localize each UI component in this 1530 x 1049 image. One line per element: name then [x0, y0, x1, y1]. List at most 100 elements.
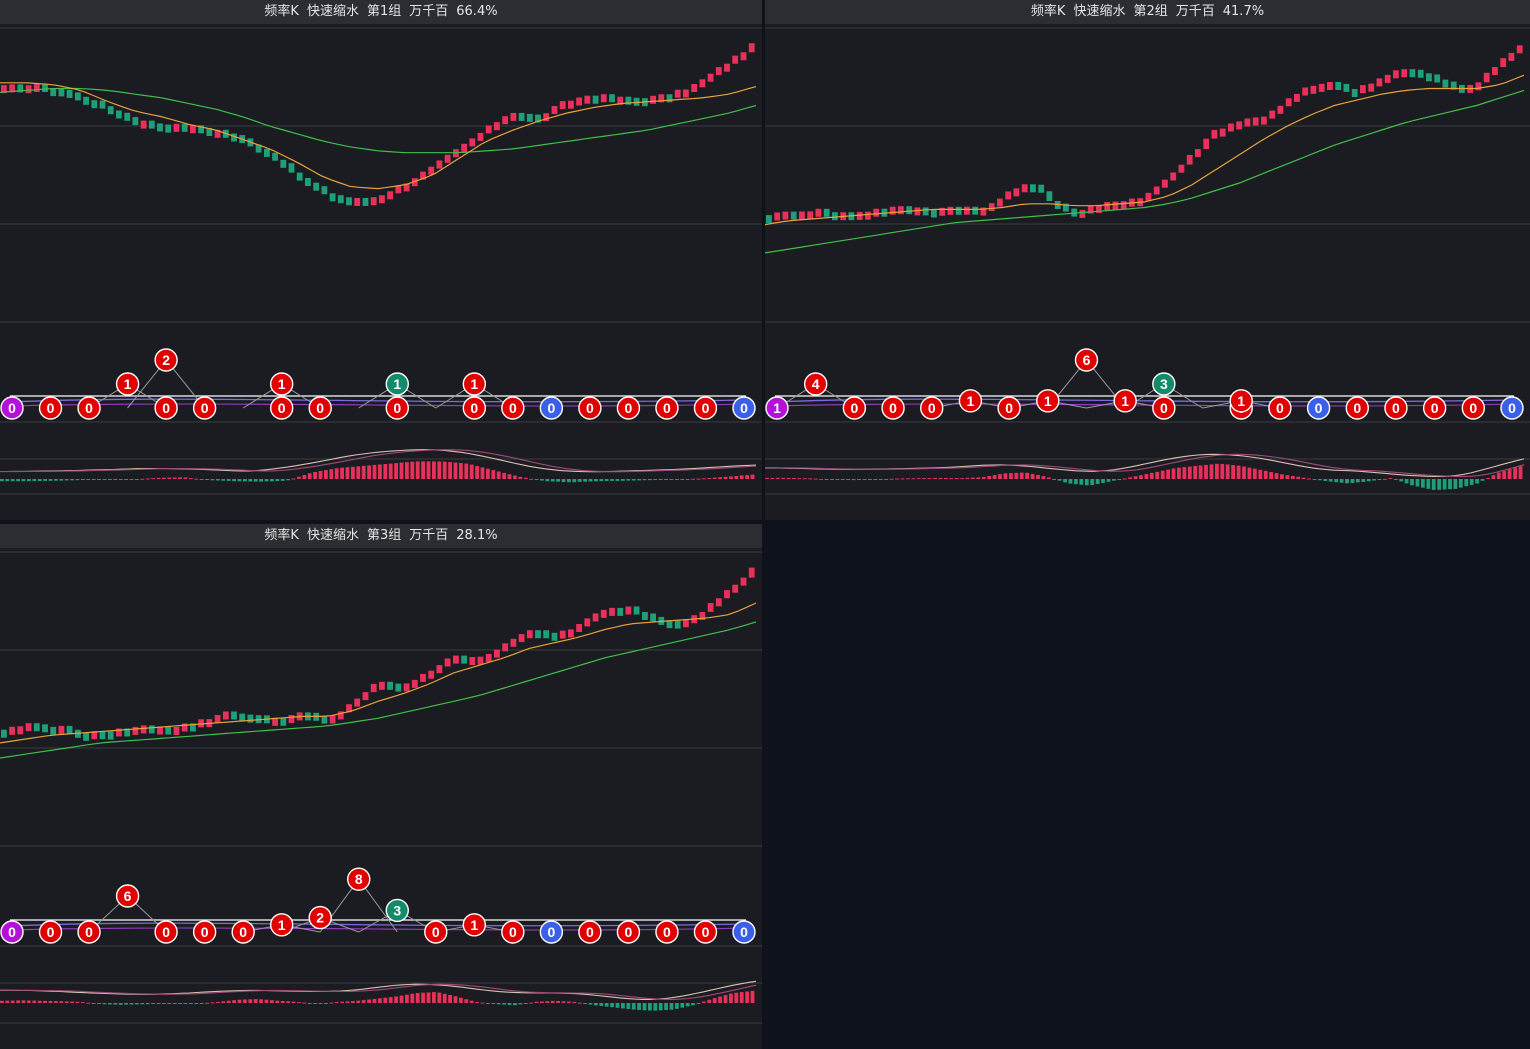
macd-bar — [680, 1003, 685, 1008]
macd-dea-line — [765, 453, 1525, 477]
macd-bar — [459, 997, 463, 1003]
candle — [1360, 85, 1366, 94]
candle — [395, 185, 402, 194]
candle — [617, 96, 624, 105]
macd-bar — [313, 472, 317, 479]
candle — [411, 679, 418, 688]
macd-bar — [340, 1001, 344, 1003]
macd-bar — [1079, 479, 1084, 485]
candle — [469, 657, 476, 665]
badge-circle — [539, 920, 564, 944]
macd-bar — [286, 1001, 290, 1003]
macd-bar — [712, 998, 717, 1003]
candle — [1145, 192, 1152, 201]
badge-circle — [347, 867, 371, 891]
candle — [1120, 201, 1127, 210]
candle — [774, 212, 781, 221]
macd-bar — [270, 1000, 274, 1003]
candle — [988, 203, 995, 212]
badge-label: 0 — [1353, 400, 1361, 416]
candle — [107, 106, 114, 115]
macd-bar — [37, 1000, 42, 1003]
macd-bar — [351, 1001, 355, 1003]
count-badge: 0 — [881, 396, 905, 420]
candle — [1343, 83, 1350, 92]
macd-bar — [113, 1003, 118, 1005]
badge-circle — [732, 920, 756, 944]
macd-bar — [577, 1002, 582, 1004]
count-badge: 1 — [1113, 389, 1137, 413]
candle — [502, 116, 509, 125]
chart-canvas[interactable]: 0 0 0 0 0 0 0 0 0 0 0 0 0 0 0 0 1 2 1 1 1 — [0, 24, 762, 520]
badge-circle — [115, 372, 140, 396]
macd-bar — [86, 1002, 91, 1004]
macd-bar — [933, 477, 937, 479]
macd-bar — [1274, 473, 1279, 479]
macd-bar — [1426, 479, 1431, 489]
indicator-line — [9, 403, 747, 407]
macd-bar — [5, 1000, 10, 1003]
macd-bar — [432, 461, 436, 479]
macd-bar — [1415, 479, 1420, 487]
macd-bar — [1312, 479, 1317, 480]
candle — [395, 683, 402, 692]
macd-bar — [770, 477, 775, 479]
macd-bar — [318, 471, 323, 479]
macd-bar — [253, 999, 258, 1003]
badge-circle — [1268, 396, 1292, 420]
macd-bar — [297, 1002, 301, 1003]
macd-bar — [550, 1000, 555, 1003]
candle — [494, 122, 500, 131]
candle — [346, 197, 352, 206]
macd-bar — [0, 1000, 4, 1003]
badge-label: 0 — [547, 400, 555, 416]
candle — [799, 211, 805, 220]
macd-bar — [1166, 469, 1170, 479]
badge-circle — [765, 396, 789, 420]
candle — [1104, 202, 1111, 210]
badge-label: 0 — [1508, 400, 1516, 416]
macd-bar — [426, 992, 431, 1003]
macd-bar — [1063, 479, 1067, 483]
candle — [666, 620, 673, 629]
candle — [592, 95, 599, 104]
macd-bar — [189, 478, 193, 480]
candle — [198, 125, 204, 134]
macd-bar — [297, 476, 301, 479]
macd-bar — [1480, 479, 1485, 481]
candle — [551, 632, 558, 641]
badge-circle — [958, 389, 983, 413]
candle — [715, 598, 722, 607]
candle — [1327, 82, 1333, 90]
macd-bar — [1095, 479, 1100, 484]
macd-bar — [1301, 477, 1306, 479]
macd-bar — [718, 996, 722, 1003]
count-badge: 0 — [616, 396, 641, 420]
macd-bar — [658, 1003, 663, 1011]
badge-label: 0 — [470, 400, 478, 416]
macd-bar — [270, 479, 274, 482]
candle — [748, 567, 755, 578]
macd-bar — [156, 477, 161, 479]
macd-bar — [248, 479, 253, 482]
macd-bar — [475, 1002, 479, 1003]
badge-label: 1 — [278, 917, 286, 933]
macd-bar — [167, 1003, 172, 1004]
macd-bar — [167, 477, 172, 479]
macd-bar — [911, 478, 916, 480]
macd-bar — [857, 479, 861, 480]
macd-bar — [140, 478, 145, 480]
macd-bar — [151, 478, 155, 480]
candle — [165, 726, 172, 735]
candle — [898, 206, 904, 215]
chart-canvas[interactable]: 100000000000004116131 — [765, 24, 1530, 520]
badge-label: 0 — [625, 400, 633, 416]
candle — [1021, 184, 1028, 193]
badge-label: 8 — [355, 871, 363, 887]
count-badge: 3 — [1152, 372, 1176, 396]
candle — [280, 717, 287, 726]
macd-bar — [291, 1001, 296, 1003]
macd-bar — [723, 476, 728, 479]
badge-label: 0 — [663, 924, 671, 940]
